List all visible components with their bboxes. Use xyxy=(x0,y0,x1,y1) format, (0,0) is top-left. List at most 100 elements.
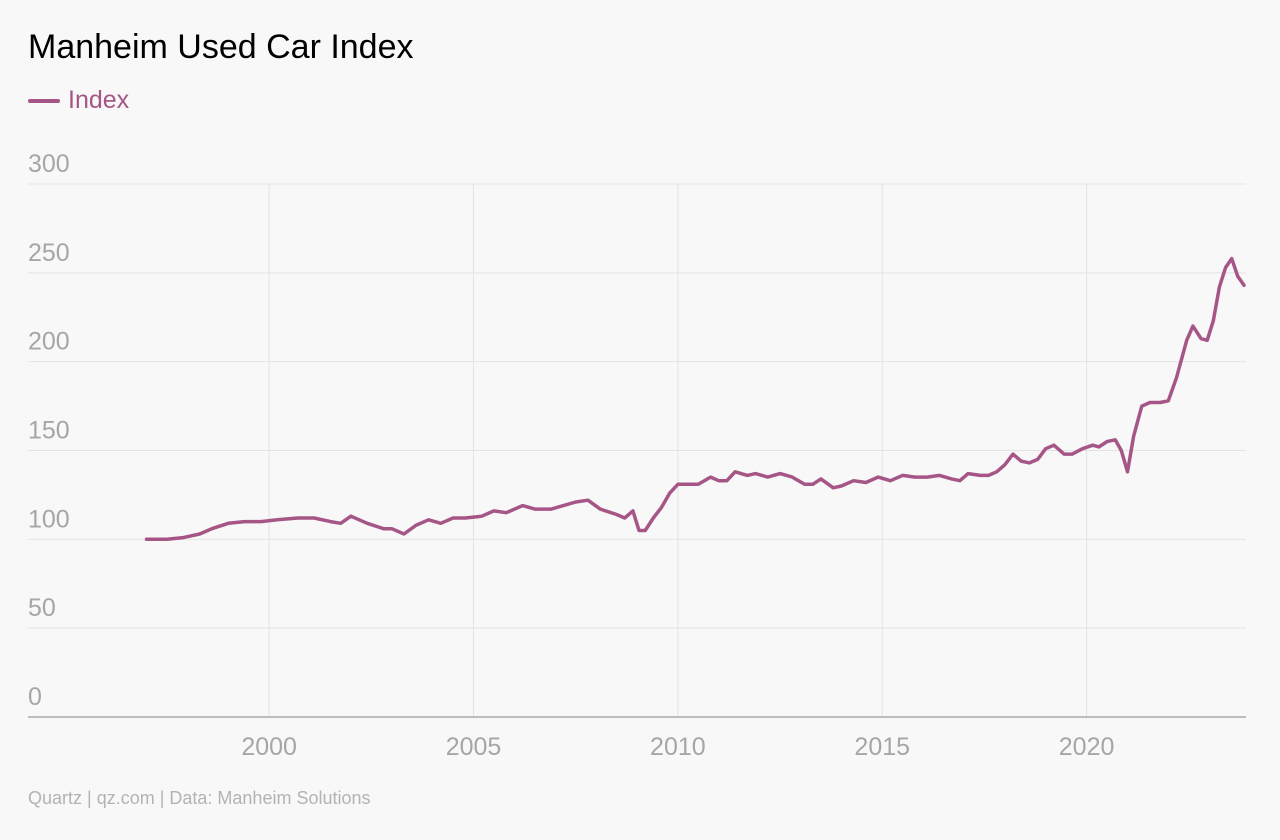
data-point xyxy=(505,511,508,514)
y-tick-label: 200 xyxy=(28,328,70,356)
data-point xyxy=(652,517,655,520)
data-point xyxy=(926,476,929,479)
data-point xyxy=(660,506,663,509)
data-point xyxy=(1106,440,1109,443)
data-point xyxy=(339,522,342,525)
data-point xyxy=(452,517,455,520)
data-point xyxy=(811,483,814,486)
data-point xyxy=(329,520,332,523)
data-point xyxy=(403,533,406,536)
series-line-index xyxy=(144,256,1246,542)
data-point xyxy=(697,483,700,486)
data-point xyxy=(1003,463,1006,466)
x-tick-label: 2000 xyxy=(241,733,297,761)
data-point xyxy=(852,479,855,482)
data-point xyxy=(877,476,880,479)
x-tick-label: 2015 xyxy=(854,733,910,761)
data-point xyxy=(668,492,671,495)
data-point xyxy=(1167,399,1170,402)
data-point xyxy=(1044,447,1047,450)
data-point xyxy=(1012,453,1015,456)
data-point xyxy=(182,536,185,539)
data-point xyxy=(615,513,618,516)
data-point xyxy=(210,527,213,530)
data-point xyxy=(599,508,602,511)
data-point xyxy=(1091,444,1094,447)
data-point xyxy=(587,499,590,502)
series-points xyxy=(145,257,1246,541)
legend: Index xyxy=(28,86,129,115)
data-point xyxy=(1020,460,1023,463)
legend-swatch xyxy=(28,98,60,103)
y-tick-label: 0 xyxy=(28,683,42,711)
y-tick-label: 150 xyxy=(28,417,70,445)
data-point xyxy=(689,483,692,486)
data-point xyxy=(550,508,553,511)
y-grid xyxy=(28,183,1246,629)
data-point xyxy=(676,483,679,486)
x-tick-labels: 2000 2005 2010 2015 2020 xyxy=(241,733,1114,761)
data-point xyxy=(979,474,982,477)
data-point xyxy=(725,479,728,482)
data-point xyxy=(913,476,916,479)
data-point xyxy=(791,476,794,479)
data-point xyxy=(296,517,299,520)
data-point xyxy=(889,479,892,482)
data-point xyxy=(1243,284,1246,287)
x-tick-label: 2020 xyxy=(1059,733,1115,761)
data-point xyxy=(1114,438,1117,441)
data-point xyxy=(746,474,749,477)
data-point xyxy=(533,508,536,511)
data-point xyxy=(840,485,843,488)
y-tick-label: 300 xyxy=(28,150,70,178)
data-point xyxy=(198,533,201,536)
data-point xyxy=(638,529,641,532)
data-point xyxy=(1028,461,1031,464)
data-point xyxy=(938,474,941,477)
y-tick-label: 100 xyxy=(28,505,70,533)
data-point xyxy=(349,515,352,518)
y-tick-labels: 0 50 100 150 200 250 300 xyxy=(28,150,70,711)
data-point xyxy=(1200,337,1203,340)
data-point xyxy=(1081,447,1084,450)
data-point xyxy=(1132,435,1135,438)
data-point xyxy=(521,504,524,507)
data-point xyxy=(967,472,970,475)
data-point xyxy=(313,517,316,520)
data-point xyxy=(1052,444,1055,447)
chart-title: Manheim Used Car Index xyxy=(28,28,414,66)
data-point xyxy=(1159,401,1162,404)
data-point xyxy=(779,472,782,475)
x-tick-label: 2010 xyxy=(650,733,706,761)
data-point xyxy=(1126,470,1129,473)
data-point xyxy=(1191,325,1194,328)
data-point xyxy=(754,472,757,475)
data-point xyxy=(1236,275,1239,278)
data-point xyxy=(819,477,822,480)
data-point xyxy=(492,509,495,512)
data-point xyxy=(1063,453,1066,456)
data-point xyxy=(1148,401,1151,404)
data-point xyxy=(1212,319,1215,322)
data-point xyxy=(1224,266,1227,269)
data-point xyxy=(766,476,769,479)
data-point xyxy=(366,522,369,525)
data-point xyxy=(1120,449,1123,452)
data-point xyxy=(631,509,634,512)
data-point xyxy=(382,527,385,530)
data-point xyxy=(644,529,647,532)
data-point xyxy=(901,474,904,477)
x-tick-label: 2005 xyxy=(446,733,502,761)
data-point xyxy=(1036,458,1039,461)
data-point xyxy=(623,517,626,520)
y-tick-label: 50 xyxy=(28,594,56,622)
data-point xyxy=(276,518,279,521)
data-point xyxy=(562,504,565,507)
data-point xyxy=(166,538,169,541)
data-point xyxy=(1140,405,1143,408)
data-point xyxy=(464,517,467,520)
data-point xyxy=(987,474,990,477)
data-point xyxy=(1185,339,1188,342)
source-note: Quartz | qz.com | Data: Manheim Solution… xyxy=(28,788,371,808)
